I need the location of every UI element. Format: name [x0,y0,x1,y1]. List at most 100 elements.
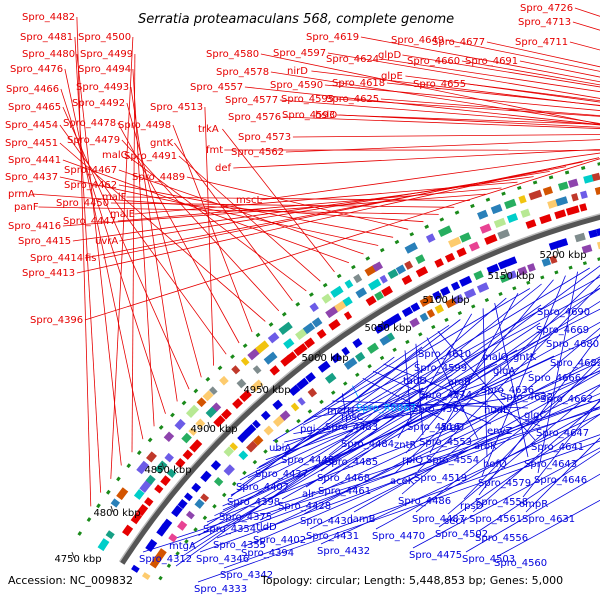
feature-mark [542,186,553,196]
feature-mark [246,440,258,453]
feature-mark [231,365,241,375]
forward-leader-line [574,7,600,17]
reverse-leader-line [302,373,408,426]
forward-gene-label: Spro_4577 [225,95,278,106]
marker-dot [202,515,208,521]
feature-mark [205,406,218,418]
feature-mark [379,335,391,346]
feature-mark [415,254,426,265]
forward-gene-label: Spro_4476 [10,64,63,75]
reverse-gene-mark [161,518,173,530]
marker-dot [501,191,506,196]
reverse-gene-label: Spro_4485 [325,457,378,468]
forward-gene-mark [415,266,429,278]
feature-tracks [77,162,600,581]
forward-gene-label: Spro_4462 [64,180,117,191]
forward-gene-mark [484,234,498,245]
reverse-leader-line [412,447,600,549]
forward-gene-label: Spro_4573 [238,132,291,143]
feature-mark [591,172,600,182]
feature-mark [527,263,536,272]
reverse-leader-line [497,499,600,557]
feature-mark [252,435,264,446]
marker-dot [308,292,314,297]
tick-label: 5000 kbp [301,353,348,364]
marker-dot [322,282,328,288]
reverse-leader-line [239,287,600,481]
reverse-gene-mark [210,460,222,471]
reverse-gene-label: secY [444,516,468,527]
forward-leader-line [386,82,600,106]
reverse-leader-line [216,398,600,539]
reverse-gene-label: Spro_4682 [550,358,600,369]
marker-dot [484,298,490,303]
marker-dot [424,224,430,229]
forward-gene-label: Spro_4467 [64,165,117,176]
marker-dot [77,531,83,536]
feature-mark [386,332,395,342]
reverse-gene-label: Spro_4402 [253,535,306,546]
reverse-gene-label: Spro_4375 [219,512,272,523]
forward-gene-label: malE [110,209,135,220]
forward-leader-line [84,158,600,321]
reverse-gene-label: Spro_4502 [435,529,488,540]
reverse-gene-mark [450,281,461,291]
marker-dot [454,210,460,215]
reverse-leader-line [330,356,395,405]
reverse-gene-label: Spro_4446 [281,455,334,466]
reverse-gene-mark [288,384,301,397]
marker-dot [252,459,258,465]
forward-gene-label: Spro_4493 [76,82,129,93]
feature-mark [185,404,200,419]
reverse-gene-label: Spro_4519 [414,473,467,484]
forward-gene-label: Spro_4454 [5,120,58,131]
marker-dot [221,492,227,498]
feature-mark [387,268,399,280]
forward-gene-mark [144,497,154,507]
feature-mark [355,351,366,362]
reverse-gene-label: Spro_4669 [536,325,589,336]
reverse-gene-mark [557,238,569,248]
marker-dot [355,372,360,378]
reverse-gene-label: Spro_4561 [469,514,522,525]
tick-label: 5050 kbp [364,323,411,334]
feature-mark [309,302,319,313]
feature-mark [452,294,465,305]
forward-gene-label: glpE [381,71,403,82]
forward-gene-label: Spro_4414 [30,253,83,264]
feature-mark [490,204,503,215]
reverse-gene-mark [473,270,484,281]
forward-gene-label: Spro_4624 [326,54,379,65]
marker-dot [268,322,274,327]
forward-gene-mark [154,484,164,494]
forward-leader-line [282,116,600,129]
forward-gene-label: Spro_4557 [190,82,243,93]
forward-leader-line [76,157,600,274]
reverse-gene-mark [145,539,158,553]
feature-mark [355,287,368,299]
reverse-leader-line [362,377,445,421]
feature-mark [133,488,145,500]
reverse-gene-label: Spro_4631 [522,514,575,525]
feature-mark [409,317,420,328]
reverse-leader-line [199,406,600,553]
feature-mark [504,198,517,210]
reverse-gene-label: aceK [390,476,415,487]
marker-dot [255,332,261,338]
forward-leader-line [126,154,307,292]
marker-dot [126,463,132,469]
reverse-gene-mark [171,505,183,518]
reverse-gene-label: Spro_4407 [236,482,289,493]
marker-dot [548,175,554,180]
feature-mark [247,347,261,361]
feature-mark [196,397,207,408]
forward-gene-label: Spro_4465 [8,102,61,113]
reverse-gene-label: Spro_4483 [325,422,378,433]
forward-gene-label: mscL [236,195,262,206]
forward-gene-label: nirD [287,66,308,77]
reverse-gene-label: Spro_4468 [317,473,370,484]
forward-gene-label: Spro_4480 [22,49,75,60]
feature-mark [555,196,569,207]
